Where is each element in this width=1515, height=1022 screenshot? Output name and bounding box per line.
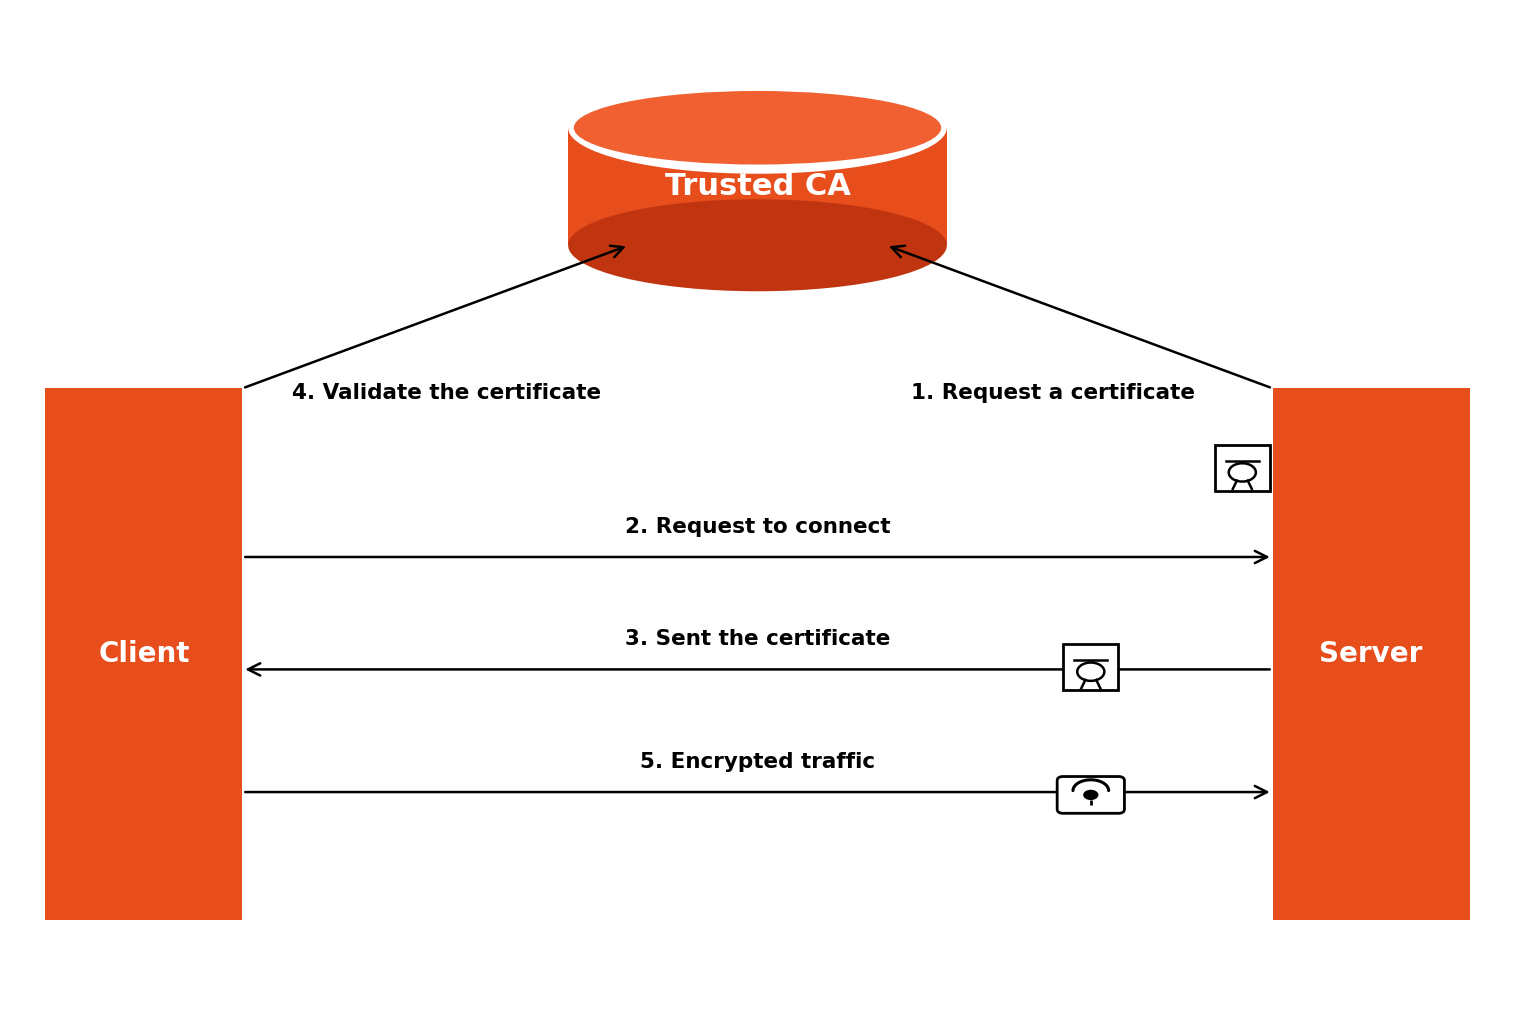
Text: Trusted CA: Trusted CA <box>665 172 850 201</box>
Text: Server: Server <box>1320 640 1423 668</box>
Ellipse shape <box>1077 662 1104 681</box>
FancyBboxPatch shape <box>1273 388 1470 920</box>
Text: 1. Request a certificate: 1. Request a certificate <box>911 383 1195 404</box>
FancyBboxPatch shape <box>1064 644 1118 690</box>
Text: 2. Request to connect: 2. Request to connect <box>624 516 891 537</box>
Ellipse shape <box>568 199 947 291</box>
FancyBboxPatch shape <box>1215 445 1270 491</box>
Text: 4. Validate the certificate: 4. Validate the certificate <box>292 383 601 404</box>
Ellipse shape <box>574 91 941 165</box>
Text: 5. Encrypted traffic: 5. Encrypted traffic <box>639 751 876 772</box>
Ellipse shape <box>1083 790 1098 800</box>
Ellipse shape <box>1229 463 1256 481</box>
Text: 3. Sent the certificate: 3. Sent the certificate <box>624 629 891 649</box>
Ellipse shape <box>568 82 947 174</box>
Polygon shape <box>568 128 947 245</box>
FancyBboxPatch shape <box>1057 777 1124 814</box>
FancyBboxPatch shape <box>45 388 242 920</box>
Text: Client: Client <box>98 640 189 668</box>
